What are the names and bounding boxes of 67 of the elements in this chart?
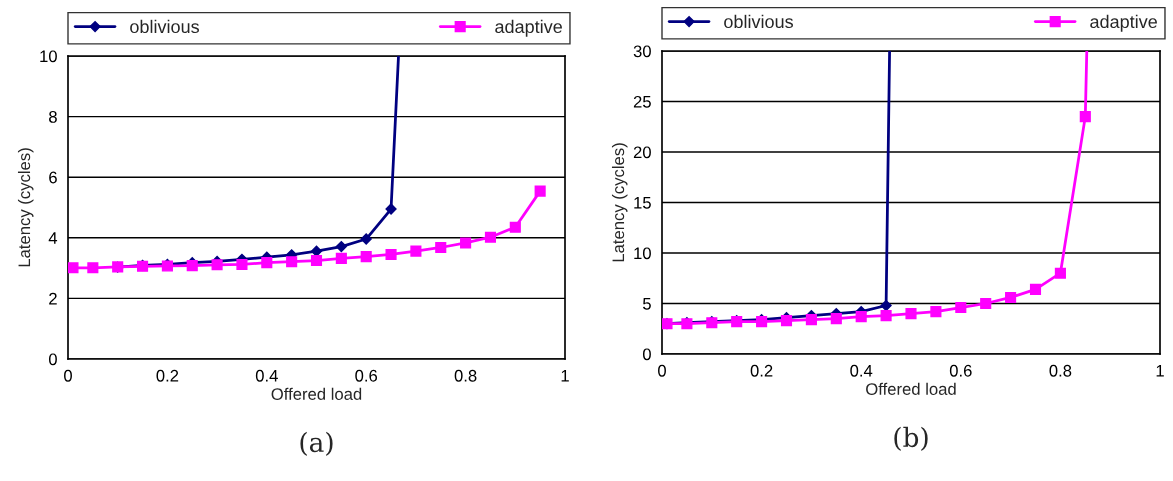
legend-label: oblivious [724, 14, 793, 29]
point [534, 185, 546, 197]
point [509, 221, 521, 233]
y-tick-label: 10 [40, 50, 57, 63]
point [261, 257, 273, 269]
x-tick-label: 0.4 [255, 369, 278, 382]
x-axis-title: Offered load [866, 382, 956, 395]
point [955, 301, 967, 314]
y-tick-label: 15 [634, 197, 651, 209]
x-tick-label: 0.6 [949, 364, 972, 377]
y-tick-label: 30 [633, 45, 651, 58]
y-tick-label: 0 [48, 353, 57, 366]
y-tick-label: 5 [642, 298, 651, 310]
x-tick-label: 1 [561, 370, 569, 382]
point [286, 256, 298, 268]
point [186, 260, 198, 272]
point [830, 313, 842, 325]
point [780, 315, 793, 327]
point [1029, 283, 1042, 295]
y-tick-label: 2 [49, 292, 57, 305]
y-tick-label: 4 [48, 232, 58, 244]
point [68, 262, 79, 274]
point [211, 259, 223, 271]
legend-label: adaptive [495, 19, 562, 37]
text: (a) [300, 431, 333, 456]
x-tick-label: 0.2 [750, 364, 773, 377]
point [335, 240, 347, 253]
point [980, 297, 992, 310]
point [360, 233, 372, 245]
point [385, 248, 397, 261]
y-tick-label: 25 [633, 95, 651, 108]
point [905, 308, 917, 320]
point [435, 241, 447, 254]
point [1079, 111, 1091, 123]
x-axis-title: Offered load [271, 387, 362, 400]
point [460, 237, 472, 249]
y-tick-label: 0 [642, 348, 651, 361]
legend-label: adaptive [1090, 14, 1157, 32]
point [484, 231, 497, 243]
y-tick-label: 10 [634, 247, 651, 260]
x-tick-label: 0.4 [850, 364, 873, 377]
y-axis-title: Latency (cycles) [611, 143, 628, 262]
y-tick-label: 6 [49, 171, 57, 184]
x-tick-label: 0.8 [1049, 364, 1072, 377]
x-tick-label: 0.8 [454, 369, 477, 382]
point [1005, 291, 1017, 303]
point [855, 311, 867, 323]
x-tick-label: 0 [64, 369, 72, 382]
text: (b) [894, 426, 928, 451]
point [880, 310, 892, 322]
point [805, 314, 817, 326]
point [1054, 267, 1066, 279]
x-tick-label: 0.2 [156, 369, 179, 382]
legend-label: oblivious [130, 19, 199, 34]
point [236, 258, 248, 271]
point [335, 252, 347, 264]
y-tick-label: 8 [49, 111, 57, 123]
x-tick-label: 0.6 [355, 369, 378, 382]
y-axis-title: Latency (cycles) [17, 148, 34, 267]
point [410, 245, 422, 257]
point [930, 306, 942, 318]
point [87, 262, 99, 274]
x-tick-label: 0 [658, 364, 666, 377]
point [360, 251, 372, 263]
y-tick-label: 20 [633, 146, 651, 159]
x-tick-label: 1 [1156, 365, 1164, 377]
point [310, 254, 323, 267]
